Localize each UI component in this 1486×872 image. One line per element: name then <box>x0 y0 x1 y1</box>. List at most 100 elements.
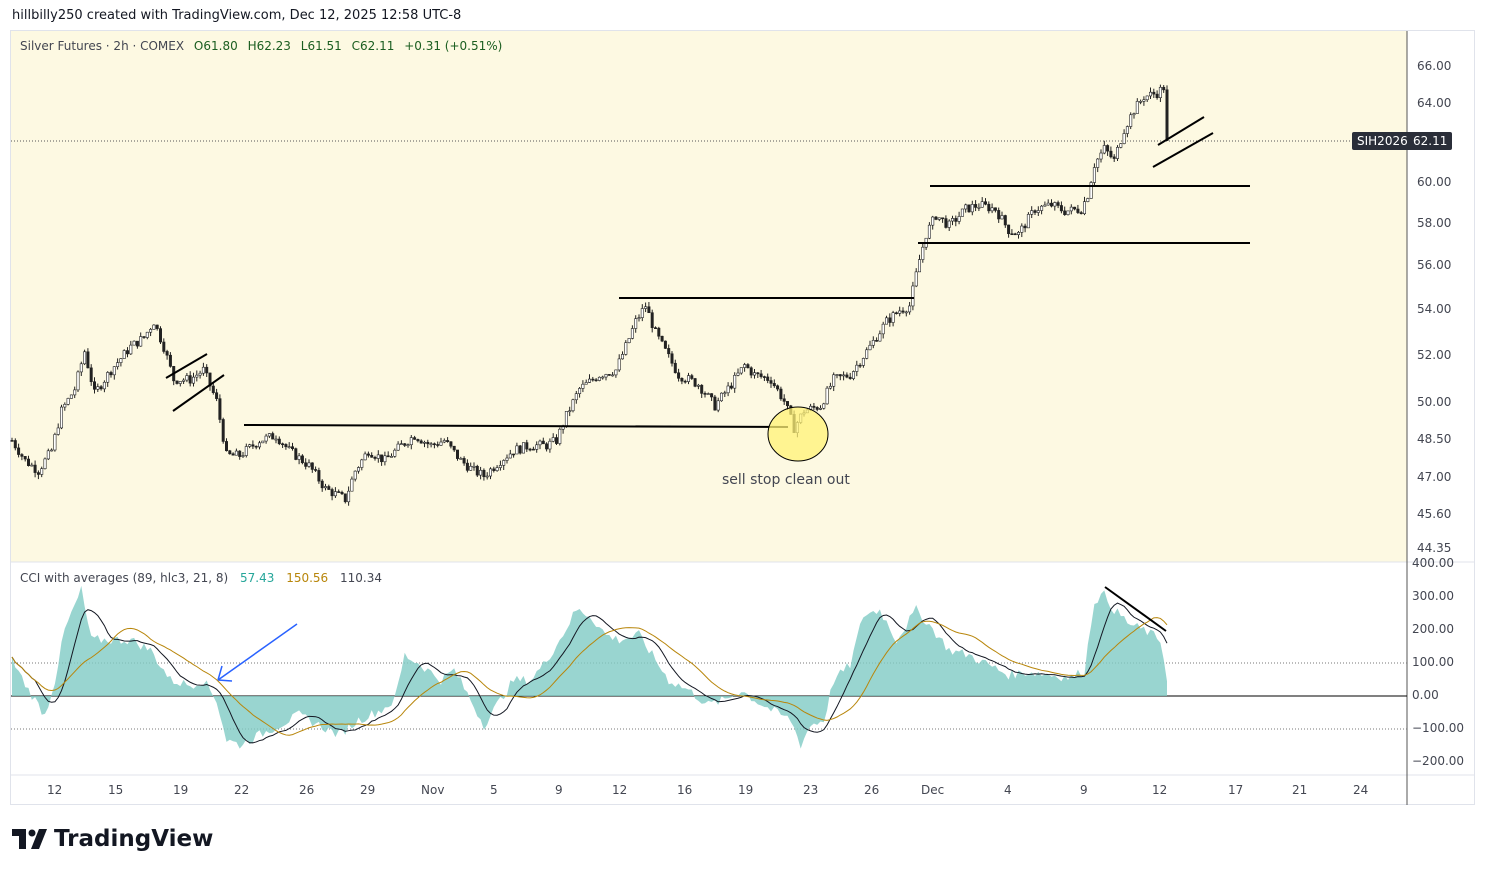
annotation-text[interactable]: sell stop clean out <box>722 472 850 488</box>
candle-body <box>1059 205 1063 212</box>
candle-body <box>505 457 509 461</box>
low-value: L61.51 <box>300 39 342 53</box>
candle-body <box>574 393 578 401</box>
price-tick-label: 58.00 <box>1417 215 1452 230</box>
cci-tick-label: 0.00 <box>1412 688 1439 702</box>
candle-body <box>502 460 506 466</box>
candle-body <box>135 340 139 347</box>
price-tick-label: 50.00 <box>1417 395 1452 410</box>
candle-body <box>693 378 697 387</box>
divergence-line[interactable] <box>1104 586 1167 632</box>
candle-body <box>878 333 882 342</box>
candle-body <box>835 374 839 376</box>
candle-body <box>40 468 44 475</box>
candle-body <box>1076 208 1080 213</box>
candle-body <box>343 493 347 503</box>
candle-body <box>686 375 690 382</box>
candle-body <box>1122 133 1126 144</box>
candle-body <box>911 285 915 307</box>
channel-line-lower[interactable] <box>172 374 225 412</box>
candle-body <box>310 462 314 470</box>
candle-body <box>211 385 215 393</box>
candle-body <box>512 453 516 456</box>
candle-body <box>1056 202 1060 206</box>
channel-line-upper[interactable] <box>165 353 208 379</box>
symbol-name[interactable]: Silver Futures · 2h · COMEX <box>20 39 185 53</box>
candle-body <box>69 394 73 399</box>
candle-body <box>327 486 331 490</box>
candle-body <box>964 204 968 210</box>
candle-body <box>601 376 605 379</box>
cci-ma-fast-value: 110.34 <box>340 571 383 585</box>
candle-body <box>264 435 268 442</box>
candle-body <box>159 328 163 343</box>
candle-body <box>660 335 664 342</box>
candle-body <box>578 388 582 394</box>
candle-body <box>205 366 209 374</box>
candle-body <box>284 444 288 448</box>
candle-body <box>663 340 667 349</box>
candle-body <box>1089 182 1093 199</box>
candle-body <box>868 344 872 351</box>
candle-body <box>231 453 235 456</box>
tradingview-logo[interactable]: TradingView <box>12 826 213 852</box>
candle-body <box>455 449 459 459</box>
candle-body <box>947 220 951 228</box>
change-value: +0.31 (+0.51%) <box>404 39 503 53</box>
candle-body <box>657 327 661 337</box>
candle-body <box>1043 204 1047 207</box>
cci-legend[interactable]: CCI with averages (89, hlc3, 21, 8) 57.4… <box>20 571 390 585</box>
candle-body <box>350 478 354 492</box>
candle-body <box>1158 86 1162 98</box>
candle-body <box>782 398 786 402</box>
candle-body <box>294 448 298 460</box>
candle-body <box>465 462 469 471</box>
candle-body <box>983 201 987 205</box>
candle-body <box>287 446 291 448</box>
highlight-circle[interactable] <box>767 406 829 462</box>
candle-body <box>261 440 265 444</box>
cci-title[interactable]: CCI with averages (89, hlc3, 21, 8) <box>20 571 229 585</box>
candle-body <box>960 208 964 217</box>
flag-line-lower[interactable] <box>1152 132 1214 168</box>
candle-body <box>1050 202 1054 207</box>
candle-body <box>508 453 512 459</box>
time-tick-label: 15 <box>108 783 124 797</box>
candle-body <box>611 374 615 377</box>
arrow-icon[interactable] <box>217 623 298 682</box>
candle-body <box>743 364 747 368</box>
candle-body <box>267 433 271 437</box>
candle-body <box>1119 143 1123 148</box>
candle-body <box>333 491 337 497</box>
flag-line-upper[interactable] <box>1157 116 1205 146</box>
candle-body <box>733 375 737 389</box>
candle-body <box>132 340 136 346</box>
candle-body <box>228 450 232 455</box>
candlestick-series <box>10 84 1169 506</box>
candle-body <box>756 372 760 375</box>
candle-body <box>277 438 281 445</box>
candle-body <box>23 456 27 460</box>
candle-body <box>129 344 133 355</box>
candle-body <box>119 358 123 363</box>
candle-body <box>871 340 875 346</box>
candle-body <box>568 410 572 413</box>
candle-body <box>785 401 789 407</box>
candle-body <box>1046 202 1050 206</box>
candle-body <box>832 374 836 387</box>
support-line[interactable] <box>243 424 789 428</box>
candle-body <box>538 440 542 446</box>
candle-body <box>139 336 143 347</box>
symbol-legend[interactable]: Silver Futures · 2h · COMEX O61.80 H62.2… <box>20 39 508 53</box>
candle-body <box>320 480 324 489</box>
candle-body <box>584 382 588 385</box>
candle-body <box>769 380 773 384</box>
candle-body <box>43 458 47 469</box>
candle-body <box>818 407 822 410</box>
candle-body <box>842 374 846 377</box>
candle-body <box>931 216 935 226</box>
candle-body <box>921 246 925 260</box>
candle-body <box>79 363 83 373</box>
candle-body <box>815 407 819 410</box>
